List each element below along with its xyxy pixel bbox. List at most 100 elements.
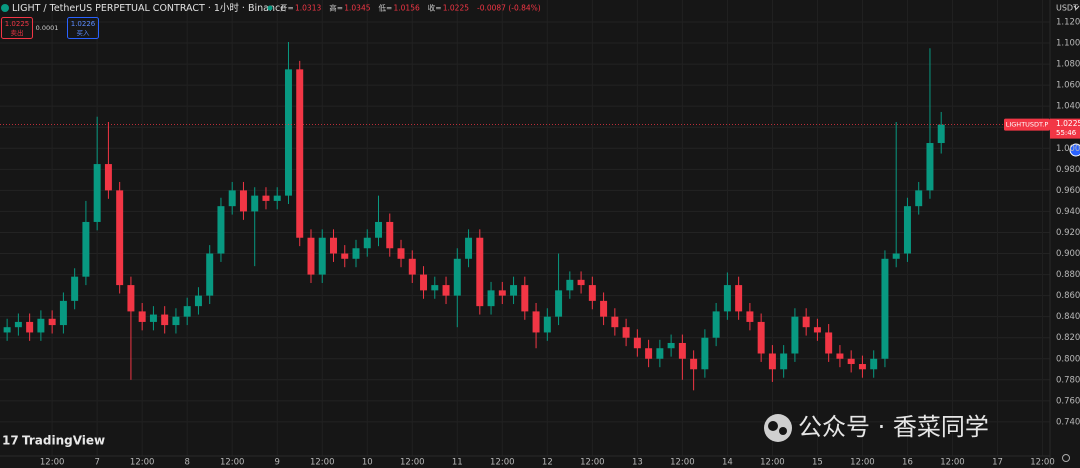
candle-body <box>757 321 765 354</box>
candle-body <box>330 237 337 254</box>
candle-body <box>701 337 709 370</box>
alert-icon[interactable] <box>1069 143 1080 157</box>
candle-body <box>408 258 416 275</box>
legend-value: 1.0225 <box>443 4 469 13</box>
brand: TradingView <box>22 434 105 448</box>
candle-body <box>442 285 450 296</box>
candle-body <box>71 276 79 301</box>
candle-body <box>284 69 292 196</box>
candle-body <box>149 314 157 322</box>
candle-body <box>836 353 844 359</box>
candle-body <box>26 321 34 333</box>
candle-body <box>667 342 675 349</box>
watermark: 公众号 · 香菜同学 <box>798 413 989 441</box>
candle-body <box>93 164 101 222</box>
candle-body <box>723 285 731 312</box>
candle-body <box>273 195 281 201</box>
y-tick-label: 1.1200 <box>1056 17 1080 27</box>
candle-body <box>161 314 169 326</box>
candle-body <box>138 311 146 322</box>
candle-body <box>352 248 360 259</box>
candle-body <box>228 190 236 207</box>
candle-body <box>251 195 259 212</box>
candle-body <box>318 237 326 275</box>
x-tick-label: 10 <box>362 458 373 468</box>
currency[interactable]: USDT <box>1056 4 1078 13</box>
x-tick-label: 12:00 <box>220 458 245 468</box>
symbol-icon <box>1 4 9 12</box>
sell-label: 卖出 <box>11 28 24 37</box>
chart-title: LIGHT / TetherUS PERPETUAL CONTRACT · 1小… <box>12 2 286 14</box>
candle-body <box>881 258 889 359</box>
candle-body <box>217 206 225 254</box>
x-tick-label: 14 <box>722 458 733 468</box>
change: -0.0087 (-0.84%) <box>477 4 541 13</box>
candle-body <box>127 285 135 312</box>
wechat-icon <box>779 427 787 435</box>
legend-label: 收= <box>428 3 442 13</box>
candle-body <box>611 316 619 328</box>
symbol-tag-label: LIGHTUSDT.P <box>1006 121 1049 129</box>
y-tick-label: 1.0800 <box>1056 60 1080 70</box>
candle-body <box>183 306 191 317</box>
candle-body <box>656 348 664 359</box>
legend-label: 低= <box>379 3 393 13</box>
y-tick-label: 1.0000 <box>1056 144 1080 154</box>
candle-body <box>926 143 934 191</box>
candle-body <box>262 195 270 201</box>
candle-body <box>498 290 506 296</box>
x-tick-label: 12:00 <box>850 458 875 468</box>
candle-body <box>48 318 56 326</box>
candle-body <box>172 316 180 326</box>
candle-body <box>735 285 743 312</box>
legend-value: 1.0345 <box>344 4 370 13</box>
buy-button[interactable] <box>67 17 99 39</box>
candle-body <box>915 190 923 207</box>
x-tick-label: 12:00 <box>940 458 965 468</box>
candle-body <box>194 295 202 307</box>
status-dot <box>267 5 273 11</box>
candle-body <box>206 253 214 296</box>
candle-body <box>645 348 653 359</box>
buy-price: 1.0226 <box>71 20 96 28</box>
candle-body <box>903 206 911 254</box>
x-tick-label: 12 <box>542 458 553 468</box>
candle-body <box>791 316 799 354</box>
candle-body <box>858 364 866 370</box>
x-tick-label: 8 <box>184 458 189 468</box>
candle-body <box>420 274 428 291</box>
wechat-icon <box>764 414 792 442</box>
settings-icon[interactable] <box>1062 454 1070 462</box>
x-tick-label: 12:00 <box>40 458 65 468</box>
currency-caret <box>1073 5 1080 10</box>
candle-body <box>813 327 821 333</box>
candle-body <box>825 332 833 354</box>
symbol-tag <box>1004 118 1050 131</box>
x-tick-label: 13 <box>632 458 643 468</box>
candle-body <box>588 285 596 301</box>
x-tick-label: 12:00 <box>1030 458 1055 468</box>
candle-body <box>678 342 686 359</box>
candle-body <box>600 300 608 317</box>
candle-body <box>104 164 112 191</box>
candle-body <box>37 318 45 333</box>
candle-body <box>870 358 878 370</box>
x-tick-label: 12:00 <box>400 458 425 468</box>
candle-body <box>453 258 461 296</box>
candle-body <box>510 285 518 296</box>
candle-body <box>622 327 630 338</box>
candle-body <box>802 316 810 328</box>
countdown: 55:46 <box>1056 129 1077 137</box>
sell-button[interactable] <box>1 17 33 39</box>
candle-body <box>307 237 315 275</box>
candle-body <box>363 237 371 249</box>
spread: 0.0001 <box>36 24 59 32</box>
candle-body <box>397 248 405 259</box>
